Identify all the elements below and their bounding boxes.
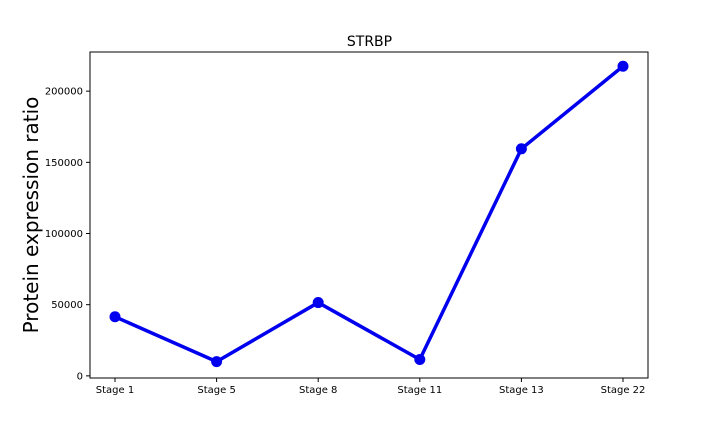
data-point <box>312 297 324 309</box>
y-axis-label: Protein expression ratio <box>19 97 43 334</box>
plot-frame <box>89 51 649 379</box>
series-layer <box>109 60 629 368</box>
data-point <box>211 356 223 368</box>
x-tick-label: Stage 13 <box>499 385 544 396</box>
y-axis-ticks: 0 50000 100000 150000 200000 <box>45 87 90 382</box>
y-tick-label: 0 <box>77 371 83 382</box>
x-axis-ticks: Stage 1 Stage 5 Stage 8 Stage 11 Stage 13 Sta… <box>96 378 646 396</box>
x-tick-label: Stage 8 <box>299 385 337 396</box>
data-point <box>414 353 426 365</box>
data-point <box>515 143 527 155</box>
chart-title: STRBP <box>347 34 392 50</box>
data-point <box>617 60 629 72</box>
x-tick-label: Stage 22 <box>601 385 646 396</box>
y-tick-label: 150000 <box>45 158 83 169</box>
x-tick-label: Stage 5 <box>197 385 235 396</box>
y-tick-label: 200000 <box>45 87 83 98</box>
series-line <box>113 64 625 364</box>
x-tick-label: Stage 11 <box>397 385 442 396</box>
x-tick-label: Stage 1 <box>96 385 134 396</box>
data-point <box>109 311 121 323</box>
y-tick-label: 50000 <box>51 300 83 311</box>
y-tick-label: 100000 <box>45 229 83 240</box>
